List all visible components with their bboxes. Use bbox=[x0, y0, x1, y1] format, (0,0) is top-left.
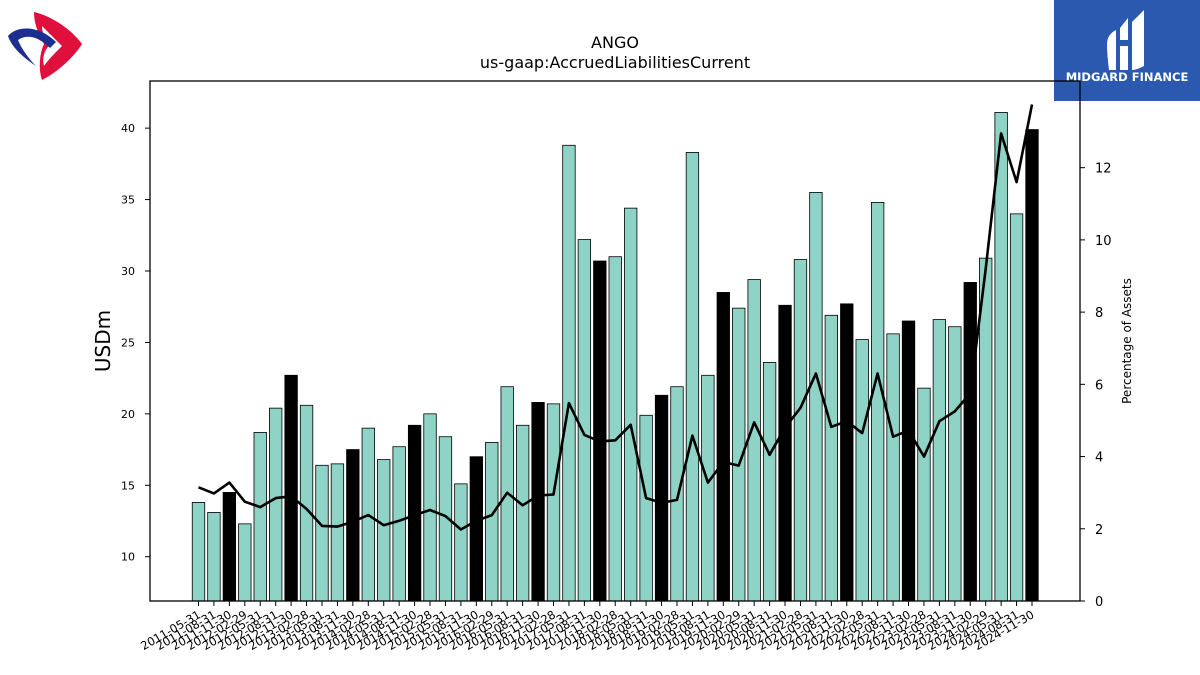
bar-highlighted bbox=[284, 374, 298, 602]
percentage-line bbox=[198, 104, 1034, 531]
bar bbox=[917, 387, 931, 602]
y2-axis-label: Percentage of Assets bbox=[1120, 278, 1134, 404]
y-tick-label: 30 bbox=[121, 265, 135, 278]
bar bbox=[315, 464, 329, 602]
y2-tick-label: 6 bbox=[1095, 378, 1103, 393]
bar bbox=[253, 432, 267, 602]
y2-tick-label: 4 bbox=[1095, 451, 1103, 466]
bar bbox=[546, 403, 561, 602]
bar bbox=[299, 404, 314, 602]
y-tick-label: 25 bbox=[121, 336, 135, 349]
bar bbox=[747, 279, 761, 602]
bar-highlighted bbox=[654, 394, 669, 602]
midgard-mark-icon bbox=[1107, 10, 1144, 70]
bar-series bbox=[191, 112, 1039, 602]
y-tick-label: 20 bbox=[121, 408, 135, 421]
bar-highlighted bbox=[346, 449, 360, 602]
y2-tick-label: 8 bbox=[1095, 306, 1103, 321]
bar bbox=[191, 502, 206, 602]
bar-highlighted bbox=[840, 303, 854, 602]
bar bbox=[1009, 213, 1024, 602]
bar bbox=[809, 192, 823, 602]
chart-subtitle: us-gaap:AccruedLiabilitiesCurrent bbox=[480, 53, 750, 72]
bar bbox=[269, 407, 283, 602]
brand-panel-graphic: MIDGARD FINANCE bbox=[1054, 0, 1200, 101]
bar bbox=[948, 326, 962, 602]
bar-highlighted bbox=[593, 260, 607, 602]
bar bbox=[639, 414, 653, 602]
bar bbox=[932, 319, 947, 602]
bar-highlighted bbox=[469, 456, 483, 602]
bar bbox=[870, 202, 885, 602]
logo-blue-swoosh bbox=[8, 28, 56, 66]
bar bbox=[994, 112, 1008, 602]
y-tick-label: 10 bbox=[121, 551, 135, 564]
y2-tick-label: 0 bbox=[1095, 595, 1103, 610]
brand-name: MIDGARD FINANCE bbox=[1066, 70, 1189, 84]
bar bbox=[685, 152, 700, 602]
bar-highlighted bbox=[531, 402, 545, 602]
bar bbox=[855, 339, 869, 602]
bar bbox=[392, 446, 406, 602]
bar-highlighted bbox=[716, 292, 730, 602]
logo-red-swoosh bbox=[34, 12, 82, 80]
bar bbox=[824, 314, 838, 602]
bar-highlighted bbox=[901, 320, 916, 602]
y-tick-label: 15 bbox=[121, 479, 135, 492]
bar bbox=[886, 333, 900, 602]
brand-panel: MIDGARD FINANCE bbox=[1054, 0, 1200, 101]
bar bbox=[577, 239, 592, 602]
bar bbox=[762, 362, 777, 602]
y2-tick-label: 12 bbox=[1095, 162, 1112, 177]
bar bbox=[608, 256, 622, 602]
bar-highlighted bbox=[963, 282, 977, 602]
bar bbox=[207, 512, 221, 602]
y-axis-right: 0 2 4 6 8 10 12 bbox=[1080, 162, 1112, 610]
bar-highlighted bbox=[1025, 129, 1039, 602]
bar bbox=[454, 483, 468, 602]
bar-highlighted bbox=[222, 492, 237, 602]
y-axis-left: 10 15 20 25 30 35 40 bbox=[121, 122, 150, 564]
y2-tick-label: 10 bbox=[1095, 234, 1112, 249]
bar bbox=[701, 374, 715, 602]
x-axis: 2011-05-312011-08-312011-11-302012-02-29… bbox=[138, 601, 1037, 653]
bar bbox=[330, 463, 345, 602]
y-tick-label: 35 bbox=[121, 194, 135, 207]
bar bbox=[485, 442, 499, 602]
bar bbox=[515, 424, 530, 602]
bar bbox=[238, 523, 252, 602]
bar bbox=[377, 459, 391, 602]
bar bbox=[793, 259, 808, 602]
brand-logo-left bbox=[8, 12, 82, 80]
line-series bbox=[198, 104, 1034, 531]
chart-title: ANGO bbox=[591, 33, 639, 52]
bar bbox=[624, 207, 638, 602]
bar bbox=[423, 413, 437, 602]
y-tick-label: 40 bbox=[121, 122, 135, 135]
y2-tick-label: 2 bbox=[1095, 523, 1103, 538]
bar bbox=[670, 386, 684, 602]
bar bbox=[562, 144, 576, 602]
y-axis-label: USDm bbox=[91, 310, 115, 372]
bar-highlighted bbox=[778, 304, 792, 602]
